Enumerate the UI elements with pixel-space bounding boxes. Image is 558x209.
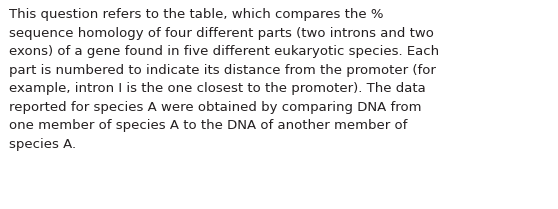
Text: This question refers to the table, which compares the %
sequence homology of fou: This question refers to the table, which… (9, 8, 439, 151)
